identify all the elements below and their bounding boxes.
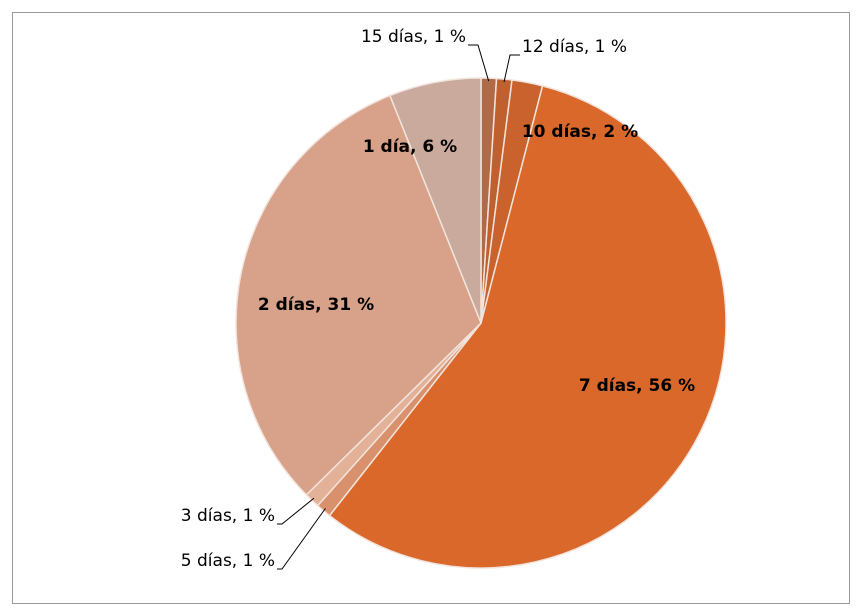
pie-slice [388,77,482,324]
data-label: 15 días, 1 % [361,27,466,47]
data-label: 7 días, 56 % [579,376,695,396]
leader-line [277,508,326,570]
leader-line [468,44,490,82]
data-label: 12 días, 1 % [522,37,627,57]
data-label: 2 días, 31 % [258,295,374,315]
data-label: 3 días, 1 % [181,506,275,526]
leader-line [503,54,520,83]
pie-slice [328,84,727,569]
pie [235,77,727,569]
pie-slice [235,94,482,496]
data-label: 5 días, 1 % [181,551,275,571]
leader-line [277,497,315,525]
labels: 15 días, 1 % 12 días, 1 % 10 días, 2 % 7 dí… [181,27,695,571]
data-label: 1 día, 6 % [363,137,457,157]
data-label: 10 días, 2 % [522,122,638,142]
